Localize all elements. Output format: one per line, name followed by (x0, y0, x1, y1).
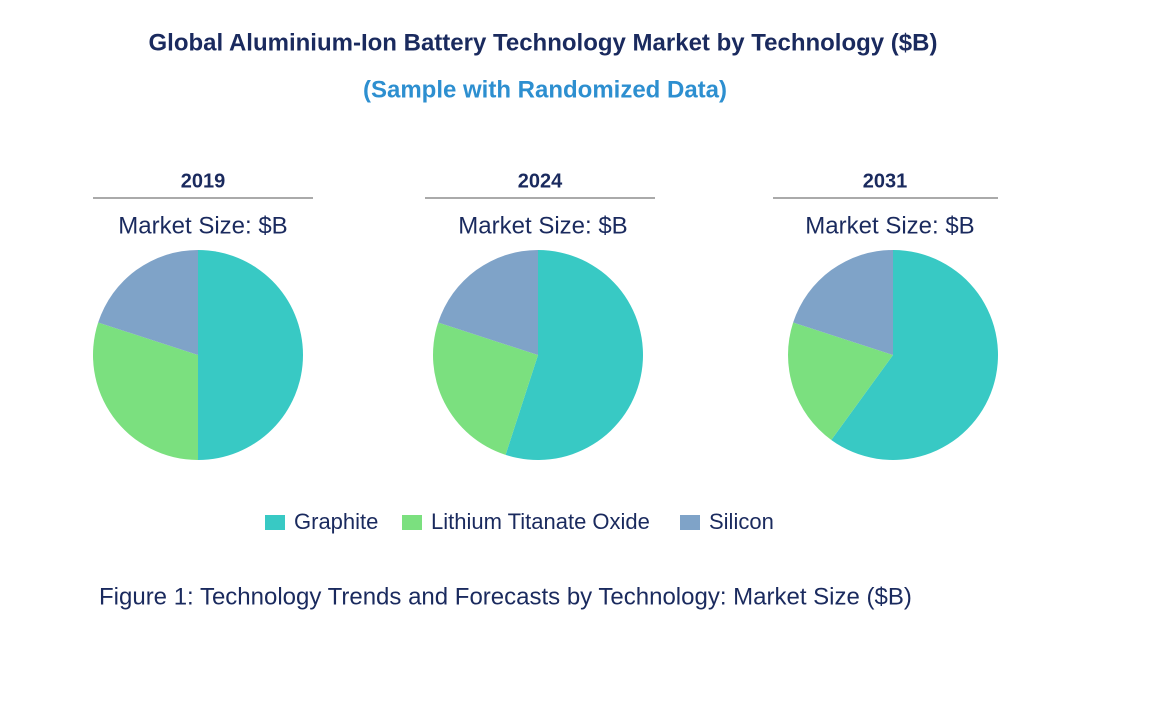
pie-slice (92, 322, 198, 460)
pie-slice (438, 250, 538, 355)
subtitle: (Sample with Randomized Data) (363, 76, 727, 103)
pie-slice (98, 250, 198, 355)
caption: Figure 1: Technology Trends and Forecast… (99, 583, 912, 610)
legend-swatch (680, 515, 700, 530)
pie-slice (505, 250, 643, 460)
pie-title: 2031 (863, 170, 908, 192)
pie-slice (198, 250, 303, 460)
pie-slice (793, 250, 893, 355)
pie-subtitle: Market Size: $B (118, 212, 287, 239)
legend-label: Lithium Titanate Oxide (431, 509, 650, 534)
legend-label: Graphite (294, 509, 378, 534)
pie-title: 2024 (518, 170, 563, 192)
legend-swatch (265, 515, 285, 530)
pie-title: 2019 (181, 170, 226, 192)
pie-slice (787, 322, 893, 440)
pie-subtitle: Market Size: $B (458, 212, 627, 239)
legend-label: Silicon (709, 509, 774, 534)
pie-subtitle: Market Size: $B (805, 212, 974, 239)
pie-slice (433, 322, 538, 455)
legend-swatch (402, 515, 422, 530)
title: Global Aluminium-Ion Battery Technology … (149, 29, 938, 56)
pie-slice (831, 250, 998, 460)
